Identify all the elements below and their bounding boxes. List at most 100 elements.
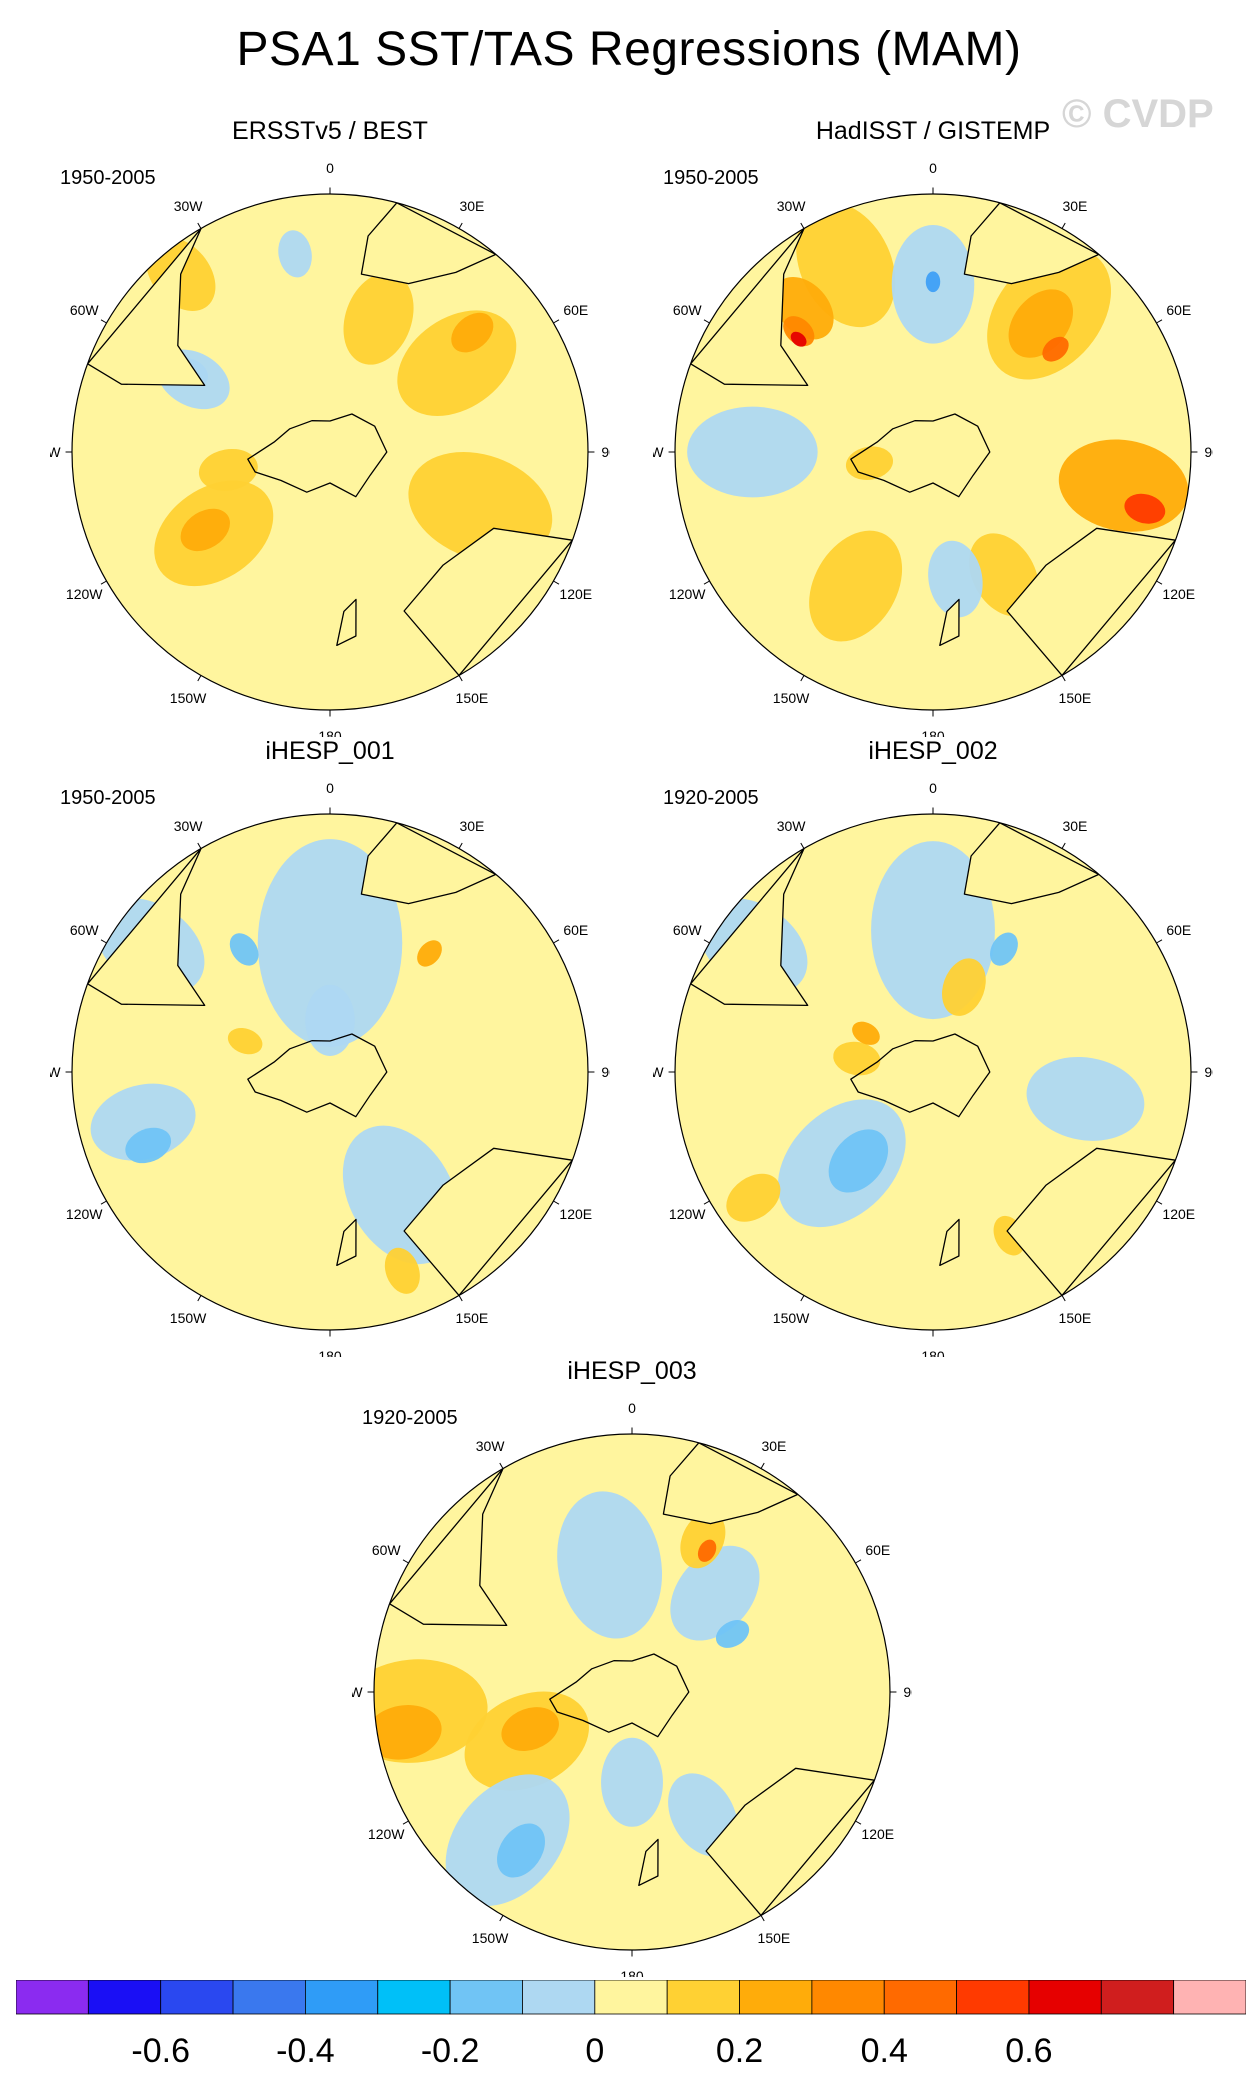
longitude-label: 90E bbox=[601, 1064, 610, 1080]
anomaly-region bbox=[687, 406, 818, 498]
period-label: 1950-2005 bbox=[60, 787, 156, 809]
longitude-label: 120E bbox=[559, 586, 592, 602]
longitude-label: 30E bbox=[761, 1438, 786, 1454]
anomaly-region bbox=[790, 331, 807, 347]
longitude-label: 120W bbox=[66, 1206, 103, 1222]
anomaly-region bbox=[374, 1705, 442, 1760]
longitude-label: 30W bbox=[777, 198, 807, 214]
longitude-label: 180 bbox=[318, 1348, 342, 1357]
longitude-label: 90W bbox=[653, 1064, 664, 1080]
polar-map: 0 30E 60E 90E 120E 150E 180 150W 120W 90W 60W 30W bbox=[50, 780, 610, 1357]
antarctica-outline bbox=[247, 413, 388, 498]
longitude-tick bbox=[1156, 319, 1163, 324]
field-layer bbox=[72, 814, 588, 1330]
longitude-label: 0 bbox=[326, 780, 334, 796]
colorbar-tick-label: 0.4 bbox=[861, 2032, 908, 2070]
longitude-tick bbox=[855, 1820, 862, 1825]
longitude-label: 30E bbox=[1062, 818, 1087, 834]
anomaly-region bbox=[497, 1823, 546, 1878]
anomaly-region bbox=[928, 540, 983, 618]
longitude-label: 150E bbox=[456, 1310, 489, 1326]
longitude-tick bbox=[553, 939, 560, 944]
longitude-tick bbox=[553, 1200, 560, 1205]
anomaly-region bbox=[180, 508, 230, 552]
field-layer bbox=[374, 1434, 890, 1950]
colorbar-tick-label: -0.2 bbox=[421, 2032, 480, 2070]
longitude-tick bbox=[197, 222, 202, 229]
longitude-label: 90E bbox=[903, 1684, 912, 1700]
longitude-tick bbox=[800, 842, 805, 849]
colorbar-tick-label: 0.6 bbox=[1005, 2032, 1052, 2070]
colorbar-swatch bbox=[16, 1980, 89, 2015]
longitude-label: 120E bbox=[1162, 1206, 1195, 1222]
longitude-label: 0 bbox=[929, 160, 937, 176]
colorbar-swatch bbox=[811, 1980, 885, 2015]
longitude-label: 90W bbox=[653, 444, 664, 460]
longitude-tick bbox=[1156, 580, 1163, 585]
antarctica-outline bbox=[850, 413, 991, 498]
longitude-tick bbox=[760, 1462, 765, 1469]
longitude-label: 60W bbox=[673, 922, 703, 938]
anomaly-region bbox=[670, 1545, 760, 1641]
anomaly-region bbox=[417, 940, 442, 967]
longitude-label: 150W bbox=[472, 1930, 509, 1946]
colorbar-swatch bbox=[594, 1980, 668, 2015]
longitude-label: 60E bbox=[563, 302, 588, 318]
longitude-label: 0 bbox=[326, 160, 334, 176]
longitude-label: 150W bbox=[170, 690, 207, 706]
longitude-tick bbox=[1156, 1200, 1163, 1205]
colorbar-swatch bbox=[449, 1980, 523, 2015]
colorbar-swatch bbox=[522, 1980, 596, 2015]
antarctica-outline bbox=[549, 1653, 690, 1738]
longitude-tick bbox=[197, 1295, 202, 1302]
longitude-tick bbox=[100, 1200, 107, 1205]
longitude-tick bbox=[800, 222, 805, 229]
longitude-label: 30W bbox=[174, 818, 204, 834]
anomaly-region bbox=[278, 230, 312, 278]
longitude-tick bbox=[800, 675, 805, 682]
longitude-label: 150E bbox=[1059, 690, 1092, 706]
longitude-tick bbox=[458, 842, 463, 849]
panel-ersst-best: ERSSTv5 / BEST 1950-2005 0 30E 60E 90E 120E 1… bbox=[50, 117, 610, 737]
longitude-label: 60E bbox=[1166, 922, 1191, 938]
new-zealand-outline bbox=[638, 1838, 659, 1887]
longitude-label: 90W bbox=[50, 444, 61, 460]
anomaly-region bbox=[715, 1620, 750, 1648]
panel-title: iHESP_003 bbox=[567, 1357, 697, 1385]
longitude-label: 30E bbox=[459, 818, 484, 834]
longitude-label: 90W bbox=[352, 1684, 363, 1700]
longitude-label: 120W bbox=[66, 586, 103, 602]
longitude-tick bbox=[197, 675, 202, 682]
anomaly-region bbox=[828, 1129, 889, 1193]
longitude-label: 0 bbox=[929, 780, 937, 796]
anomaly-region bbox=[1026, 1056, 1145, 1141]
watermark: © CVDP bbox=[1062, 92, 1214, 136]
colorbar-swatch bbox=[1028, 1980, 1102, 2015]
colorbar-swatch bbox=[883, 1980, 957, 2015]
background-field bbox=[72, 194, 588, 710]
longitude-label: 60E bbox=[1166, 302, 1191, 318]
longitude-label: 120E bbox=[1162, 586, 1195, 602]
new-zealand-outline bbox=[336, 1218, 357, 1267]
australia-outline bbox=[403, 527, 574, 677]
australia-outline bbox=[705, 1767, 876, 1917]
new-zealand-outline bbox=[939, 598, 960, 647]
longitude-tick bbox=[100, 580, 107, 585]
longitude-label: 120E bbox=[559, 1206, 592, 1222]
panel-ihesp-001: iHESP_001 1950-2005 0 30E 60E 90E 120E 150E 18… bbox=[50, 737, 610, 1357]
longitude-label: 120W bbox=[368, 1826, 405, 1842]
anomaly-region bbox=[941, 958, 986, 1016]
longitude-tick bbox=[100, 319, 107, 324]
australia-outline bbox=[1006, 527, 1177, 677]
longitude-tick bbox=[458, 1295, 463, 1302]
longitude-label: 60W bbox=[673, 302, 703, 318]
longitude-label: 60E bbox=[865, 1542, 890, 1558]
longitude-tick bbox=[499, 1462, 504, 1469]
new-zealand-outline bbox=[939, 1218, 960, 1267]
longitude-label: 90E bbox=[601, 444, 610, 460]
longitude-label: 180 bbox=[921, 1348, 945, 1357]
longitude-tick bbox=[760, 1915, 765, 1922]
longitude-label: 150W bbox=[773, 690, 810, 706]
longitude-label: 60W bbox=[70, 302, 100, 318]
longitude-label: 120E bbox=[861, 1826, 894, 1842]
